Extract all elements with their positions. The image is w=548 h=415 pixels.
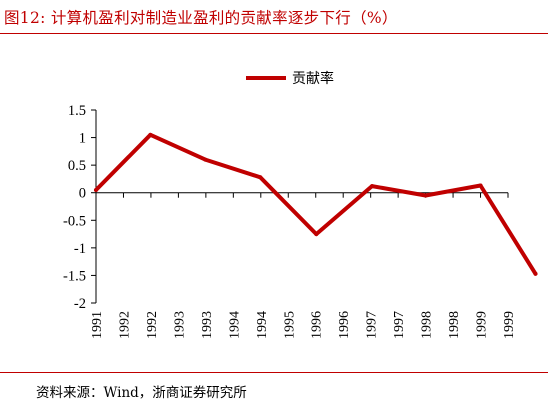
data-point bbox=[423, 193, 428, 198]
source-divider bbox=[0, 372, 548, 373]
y-tick-label: -0.5 bbox=[63, 213, 86, 229]
title-divider bbox=[0, 33, 548, 34]
x-tick-label: 1998 bbox=[420, 311, 435, 339]
x-tick-label: 1999 bbox=[475, 311, 490, 339]
series-contribution bbox=[94, 132, 538, 276]
y-tick-label: -2 bbox=[74, 296, 86, 312]
data-point bbox=[203, 157, 208, 162]
x-tick-label: 1997 bbox=[365, 311, 380, 339]
line-chart: 贡献率 1.510.50-0.5-1-1.5-2 1991 1992 1992 199… bbox=[63, 70, 538, 339]
data-point bbox=[314, 232, 319, 237]
x-tick-label: 1999 bbox=[502, 311, 517, 339]
y-tick-label: -1 bbox=[74, 241, 86, 257]
x-tick-label: 1992 bbox=[117, 311, 132, 339]
y-axis: 1.5 1 0.5 0 -0.5 -1 -1.5 -2 bbox=[63, 103, 97, 312]
data-point bbox=[148, 132, 153, 137]
x-tick-label: 1995 bbox=[282, 311, 297, 339]
data-point bbox=[533, 271, 538, 276]
y-tick-label: 1 bbox=[79, 131, 86, 147]
x-tick-label: 1993 bbox=[172, 311, 187, 339]
x-tick-label: 1998 bbox=[447, 311, 462, 339]
x-tick-label: 1991 bbox=[90, 311, 105, 339]
y-tick-label: 1.5 bbox=[68, 103, 86, 119]
x-axis: 1991 1992 1992 1993 1993 1994 1994 1995 1996 1996… bbox=[90, 192, 517, 339]
data-point bbox=[478, 183, 483, 188]
data-point bbox=[258, 175, 263, 180]
data-point bbox=[370, 184, 375, 189]
legend: 贡献率 bbox=[246, 70, 334, 87]
figure-title: 图12: 计算机盈利对制造业盈利的贡献率逐步下行（%） bbox=[4, 9, 398, 27]
x-tick-label: 1997 bbox=[392, 311, 407, 339]
x-tick-label: 1994 bbox=[227, 311, 242, 339]
x-tick-label: 1994 bbox=[255, 311, 270, 339]
x-tick-label: 1993 bbox=[200, 311, 215, 339]
x-tick-label: 1996 bbox=[310, 311, 325, 339]
data-point bbox=[94, 187, 98, 192]
series-line bbox=[94, 132, 538, 276]
legend-label: 贡献率 bbox=[292, 70, 334, 87]
x-tick-label: 1992 bbox=[145, 311, 160, 339]
y-tick-label: -1.5 bbox=[63, 268, 86, 284]
y-tick-label: 0 bbox=[79, 186, 86, 202]
y-tick-label: 0.5 bbox=[68, 158, 86, 174]
source-note: 资料来源：Wind，浙商证券研究所 bbox=[36, 385, 247, 401]
x-tick-label: 1996 bbox=[337, 311, 352, 339]
